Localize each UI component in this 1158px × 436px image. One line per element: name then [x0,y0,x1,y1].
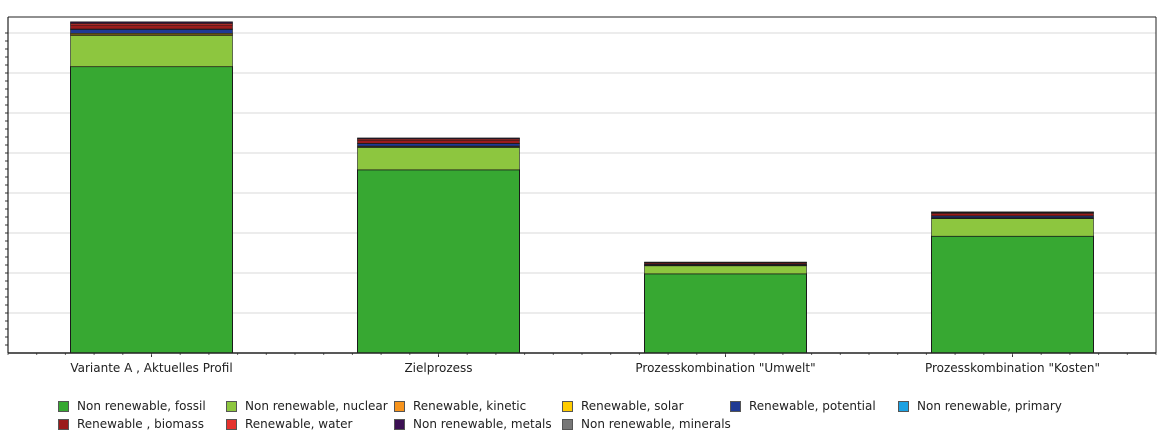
legend-label: Non renewable, primary [917,399,1062,413]
legend-swatch [562,418,573,430]
legend-swatch [58,418,69,430]
axes [5,16,1157,357]
legend-swatch [562,400,573,412]
legend-label: Non renewable, nuclear [245,399,388,413]
x-tick-label: Zielprozess [404,361,472,375]
bar-segment[interactable] [644,273,807,354]
legend-label: Non renewable, metals [413,417,552,431]
legend-swatch [730,400,741,412]
x-tick-label: Prozesskombination "Kosten" [925,361,1100,375]
legend-swatch [226,418,237,430]
legend-swatch [58,400,69,412]
stacked-bar-chart: Variante A , Aktuelles Profil Zielprozess… [5,16,1157,375]
legend-label: Renewable, potential [749,399,876,413]
legend-swatch [226,400,237,412]
bar-segment[interactable] [931,235,1094,354]
legend-item[interactable]: Renewable, solar [562,398,684,414]
bar-segment[interactable] [357,143,520,147]
legend-label: Non renewable, minerals [581,417,731,431]
bar-segment[interactable] [70,29,233,34]
bar-segment[interactable] [931,213,1094,217]
bar-segment[interactable] [70,66,233,354]
legend-label: Renewable, kinetic [413,399,527,413]
bar-segment[interactable] [70,35,233,67]
legend-label: Renewable, solar [581,399,684,413]
bar-segment[interactable] [644,265,807,275]
legend-item[interactable]: Non renewable, minerals [562,416,731,432]
legend-item[interactable]: Non renewable, nuclear [226,398,388,414]
bar-segment[interactable] [357,169,520,354]
legend-item[interactable]: Non renewable, primary [898,398,1062,414]
x-tick-label: Variante A , Aktuelles Profil [70,361,232,375]
x-tick-label: Prozesskombination "Umwelt" [635,361,815,375]
bar-segment[interactable] [931,218,1094,237]
bars [70,21,1094,354]
legend-item[interactable]: Renewable, kinetic [394,398,526,414]
bar-segment[interactable] [357,147,520,171]
legend-item[interactable]: Non renewable, metals [394,416,552,432]
bar-segment[interactable] [70,24,233,30]
legend-swatch [898,400,909,412]
legend-item[interactable]: Non renewable, fossil [58,398,206,414]
legend-item[interactable]: Renewable, potential [730,398,876,414]
legend-swatch [394,400,405,412]
legend-item[interactable]: Renewable , biomass [58,416,204,432]
legend-swatch [394,418,405,430]
legend-label: Renewable , biomass [77,417,204,431]
legend-item[interactable]: Renewable, water [226,416,353,432]
bar-segment[interactable] [357,139,520,144]
legend-label: Non renewable, fossil [77,399,206,413]
legend-label: Renewable, water [245,417,353,431]
x-axis-labels: Variante A , Aktuelles Profil Zielprozess… [70,361,1100,375]
